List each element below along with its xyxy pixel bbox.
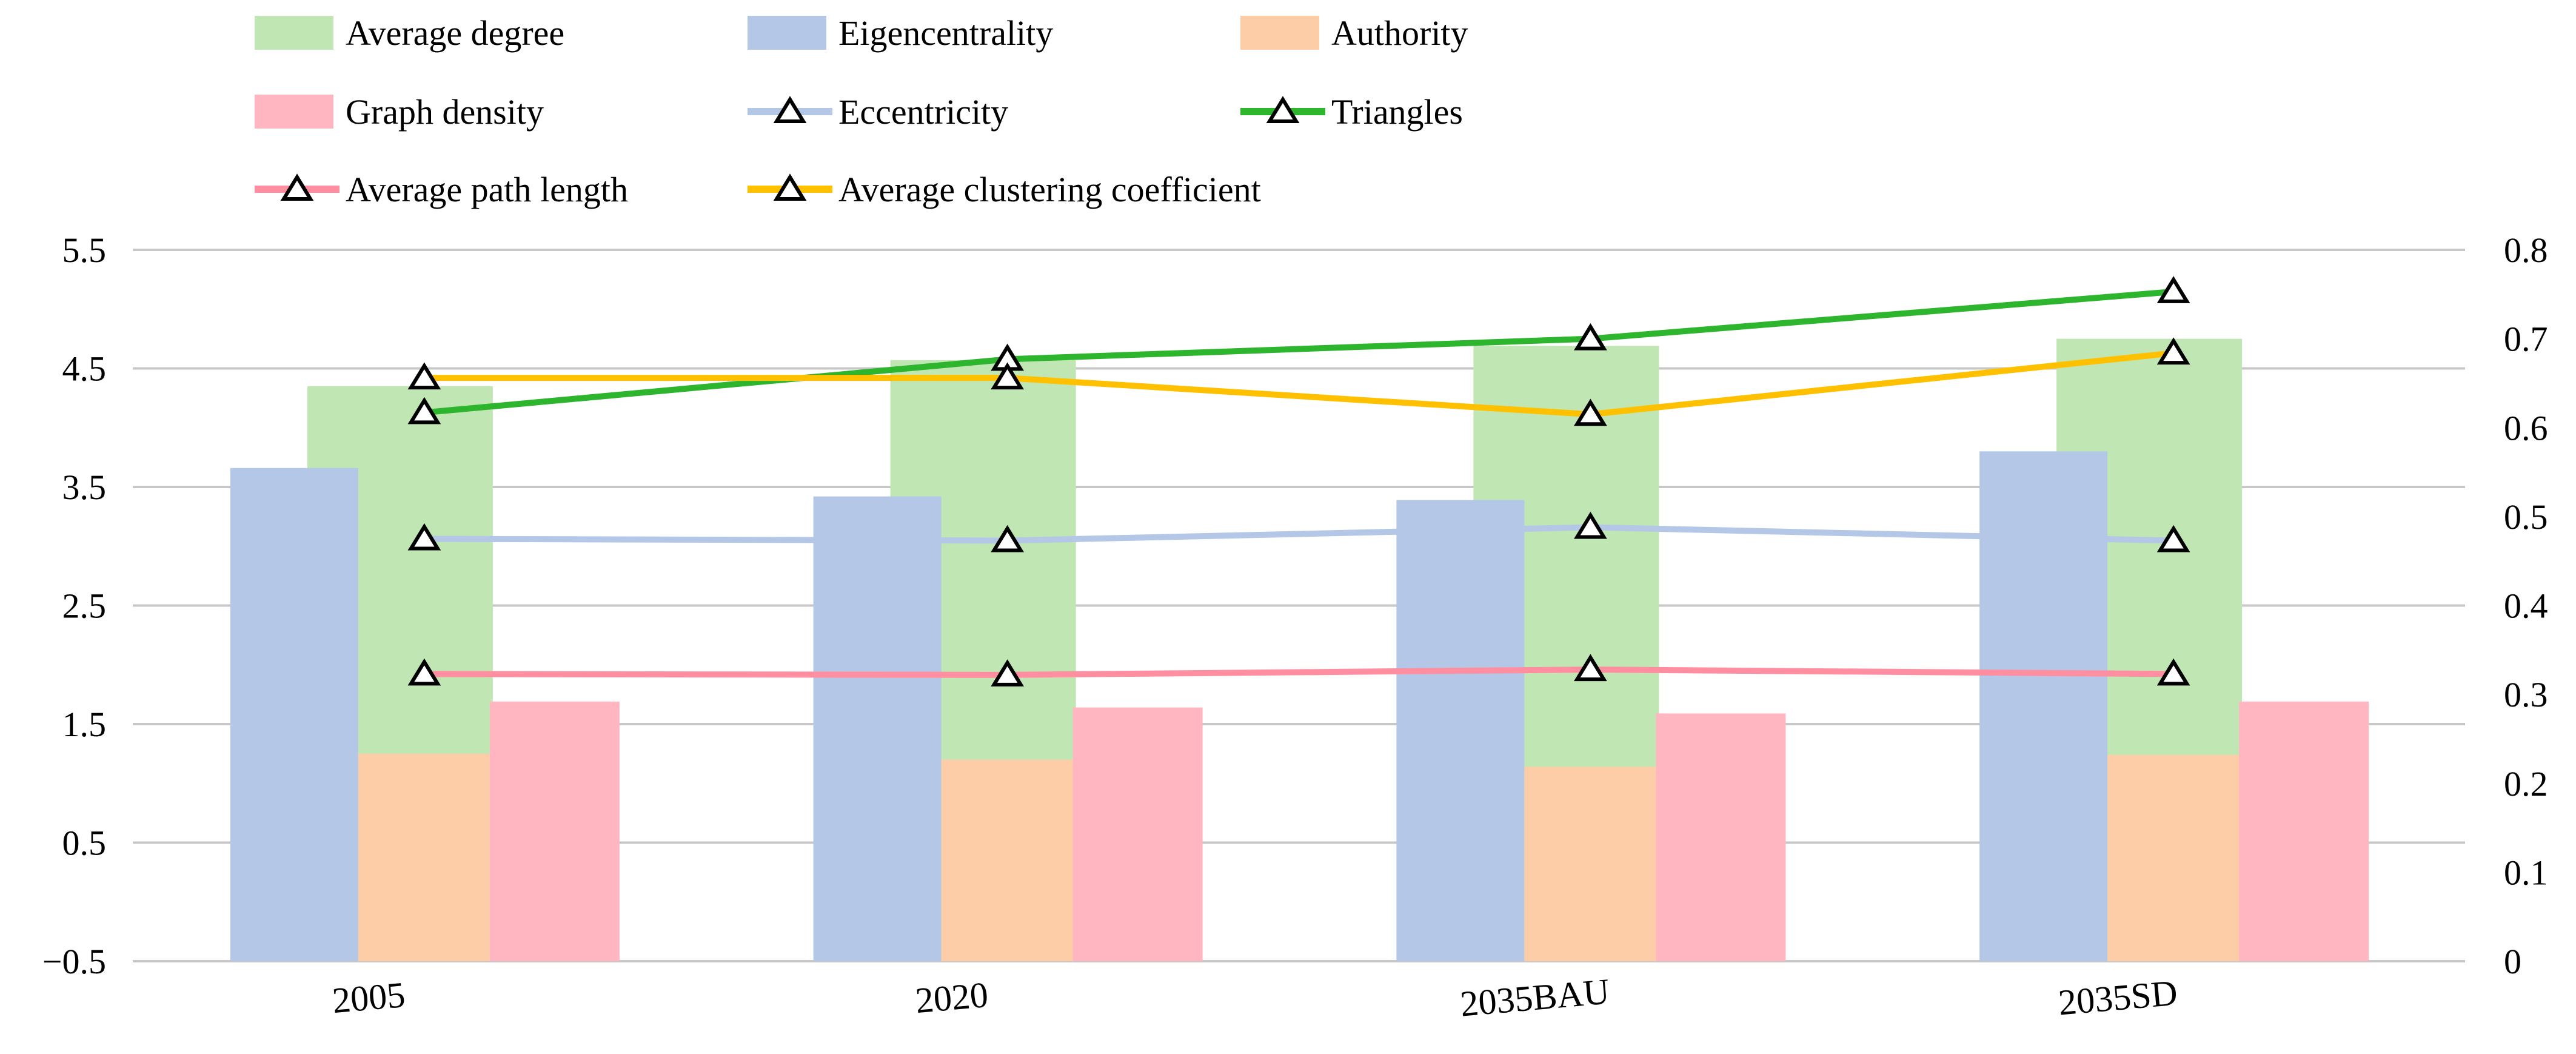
x-axis-tick-label: 2035SD	[2057, 973, 2180, 1023]
legend-marker-triangle-icon	[773, 96, 807, 123]
legend-swatch	[255, 16, 333, 50]
x-axis-tick-label: 2020	[914, 975, 989, 1021]
right-axis-tick-label: 0	[2504, 942, 2521, 981]
legend: Average degree Eigencentrality Authority Gr…	[255, 13, 1468, 209]
marker-average-path-length	[1574, 654, 1607, 682]
marker-average-path-length	[2156, 658, 2190, 686]
lines	[407, 276, 2190, 686]
marker-average-clustering-coefficient	[1574, 398, 1607, 426]
bar-eigencentrality	[813, 496, 942, 961]
legend-label: Authority	[1331, 13, 1468, 53]
right-axis-tick-label: 0.8	[2504, 230, 2548, 270]
x-axis-tick-label: 2035BAU	[1459, 971, 1611, 1024]
bar-authority	[1524, 767, 1656, 961]
legend-swatch	[1240, 16, 1319, 50]
left-axis-tick-label: 0.5	[62, 824, 107, 863]
legend-swatch	[255, 95, 333, 129]
bar-eigencentrality	[230, 468, 358, 961]
line-triangles	[424, 288, 2174, 416]
legend-marker-triangle-icon	[773, 173, 807, 201]
marker-average-clustering-coefficient	[407, 362, 441, 390]
bar-graph-density	[2239, 701, 2369, 961]
legend-swatch	[748, 16, 826, 50]
marker-eccentricity	[991, 525, 1024, 552]
marker-average-clustering-coefficient	[991, 362, 1024, 390]
bar-eigencentrality	[1979, 451, 2108, 961]
left-axis-tick-label: 5.5	[62, 230, 107, 270]
right-axis-tick-label: 0.3	[2504, 675, 2548, 714]
bar-graph-density	[489, 701, 620, 961]
bar-authority	[358, 753, 490, 961]
bars	[230, 338, 2369, 961]
left-axis-tick-label: 1.5	[62, 705, 107, 744]
right-axis-tick-label: 0.1	[2504, 853, 2548, 892]
x-axis-tick-label: 2005	[330, 975, 406, 1021]
legend-marker-triangle-icon	[1266, 96, 1300, 123]
marker-triangles	[1574, 323, 1607, 351]
x-axis-ticks: 2005 2020 2035BAU 2035SD	[330, 971, 2179, 1024]
left-axis-ticks: 5.5 4.5 3.5 2.5 1.5 0.5 −0.5	[42, 230, 106, 981]
line-average-path-length	[424, 666, 2174, 678]
bar-graph-density	[1072, 707, 1203, 961]
left-axis-tick-label: 3.5	[62, 468, 107, 507]
marker-average-path-length	[991, 659, 1024, 686]
left-axis-tick-label: 2.5	[62, 586, 107, 626]
marker-eccentricity	[1574, 511, 1607, 539]
left-axis-tick-label: 4.5	[62, 349, 107, 389]
bar-authority	[2107, 754, 2240, 961]
right-axis-tick-label: 0.7	[2504, 320, 2548, 359]
line-average-clustering-coefficient	[424, 350, 2174, 418]
right-axis-tick-label: 0.5	[2504, 497, 2548, 537]
marker-eccentricity	[2156, 525, 2190, 552]
bar-graph-density	[1656, 713, 1786, 961]
right-axis-tick-label: 0.4	[2504, 586, 2548, 626]
left-axis-tick-label: −0.5	[42, 942, 106, 981]
marker-triangles	[407, 397, 441, 425]
bar-authority	[941, 759, 1073, 961]
legend-label: Graph density	[346, 92, 544, 132]
marker-eccentricity	[407, 523, 441, 551]
marker-average-path-length	[407, 658, 441, 686]
right-axis-tick-label: 0.6	[2504, 408, 2548, 448]
marker-average-clustering-coefficient	[2156, 337, 2190, 365]
right-axis-tick-label: 0.2	[2504, 764, 2548, 804]
legend-label: Average degree	[346, 13, 564, 53]
legend-label: Average path length	[346, 170, 628, 209]
bar-eigencentrality	[1396, 500, 1525, 961]
marker-triangles	[2156, 276, 2190, 303]
legend-label: Eccentricity	[838, 92, 1008, 132]
legend-marker-triangle-icon	[280, 173, 314, 201]
line-eccentricity	[424, 524, 2174, 544]
legend-label: Eigencentrality	[838, 13, 1053, 53]
legend-label: Average clustering coefficient	[838, 170, 1261, 209]
legend-label: Triangles	[1331, 92, 1463, 132]
right-axis-ticks: 0.8 0.7 0.6 0.5 0.4 0.3 0.2 0.1 0	[2504, 230, 2548, 981]
